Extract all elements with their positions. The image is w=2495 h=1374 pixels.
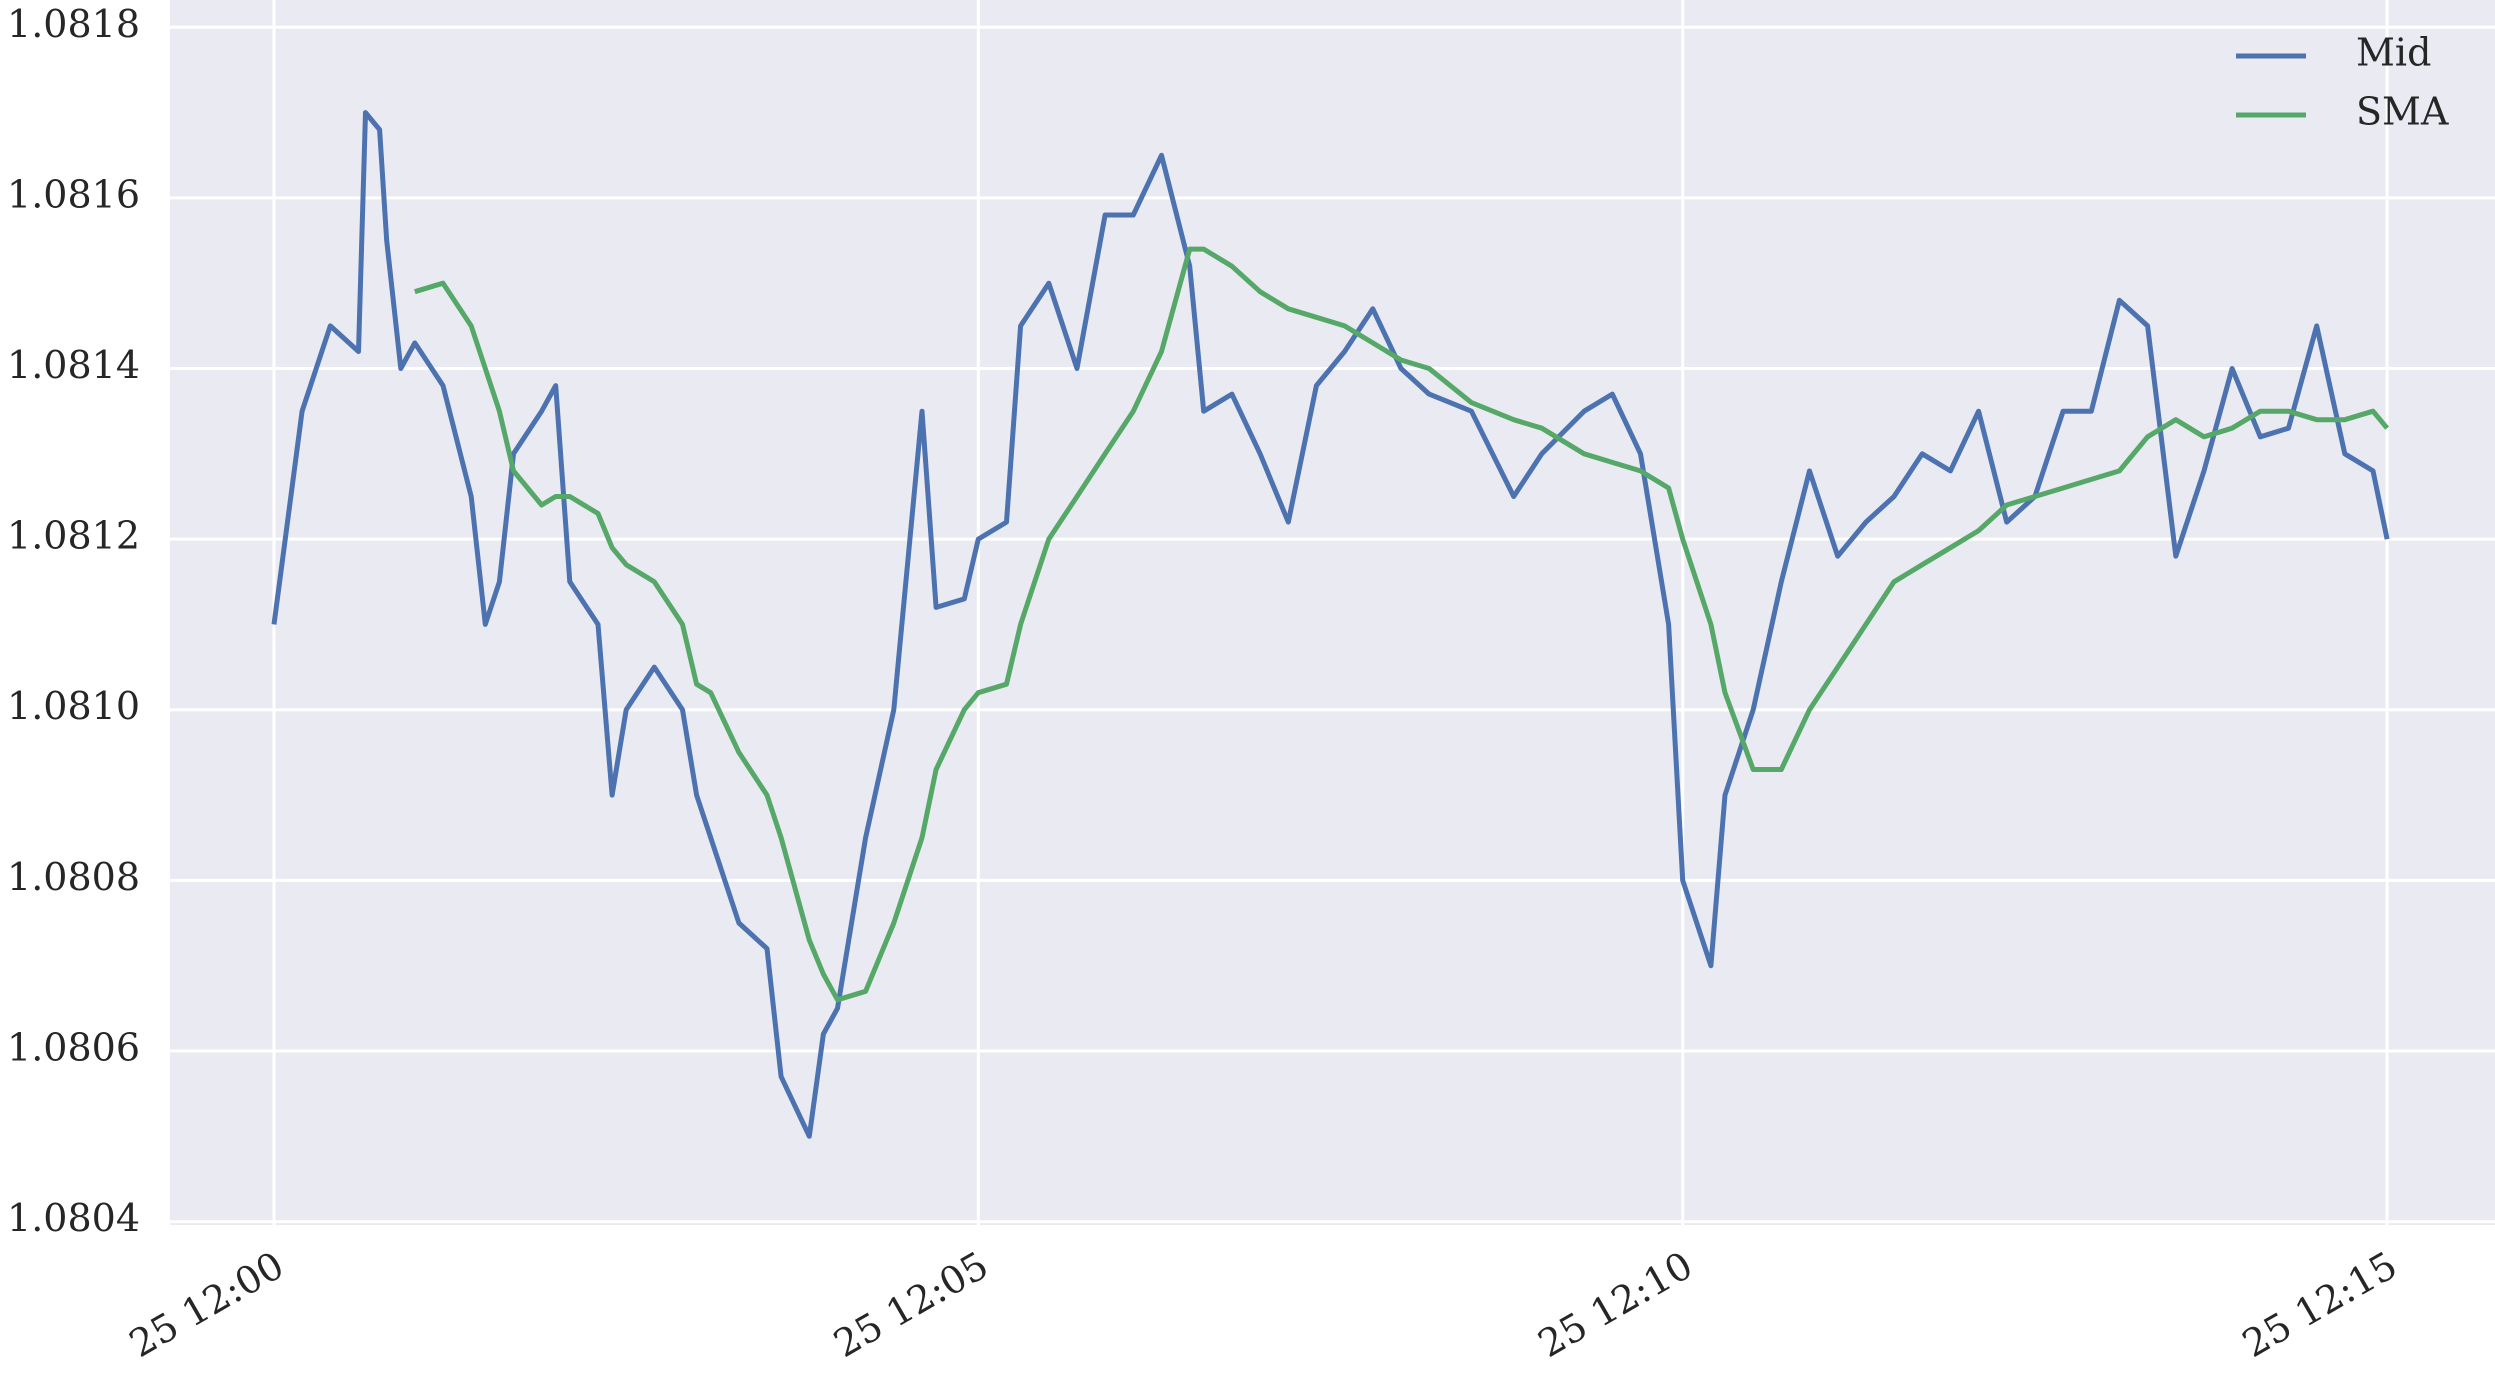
y-tick-label: 1.0808 — [7, 855, 140, 899]
x-tick-label: 25 12:05 — [826, 1243, 995, 1366]
line-series — [271, 110, 2390, 1139]
x-tick-label: 25 12:00 — [122, 1243, 291, 1366]
line-series — [414, 246, 2390, 1003]
y-tick-label: 1.0812 — [7, 514, 140, 558]
plot-area — [170, 0, 2495, 1225]
y-tick-label: 1.0810 — [7, 684, 140, 728]
y-tick-label: 1.0806 — [7, 1025, 140, 1069]
y-tick-label: 1.0818 — [7, 2, 140, 46]
x-tick-label: 25 12:15 — [2235, 1243, 2404, 1366]
legend-label: Mid — [2356, 31, 2431, 75]
legend-label: SMA — [2356, 90, 2449, 134]
y-tick-label: 1.0816 — [7, 172, 140, 216]
y-tick-label: 1.0814 — [7, 343, 140, 387]
x-tick-label: 25 12:10 — [1531, 1243, 1700, 1366]
y-tick-label: 1.0804 — [7, 1196, 140, 1240]
